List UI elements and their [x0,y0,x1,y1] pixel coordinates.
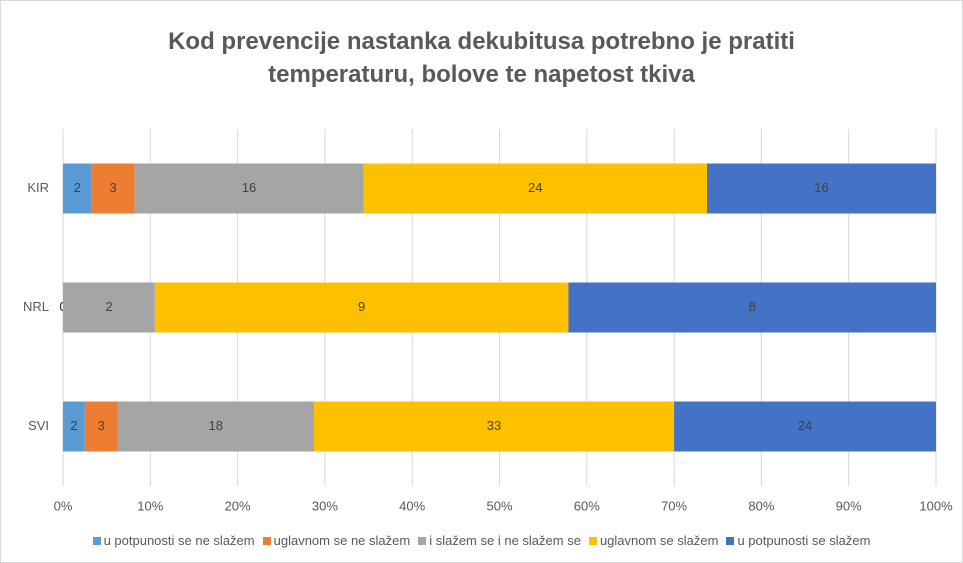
x-tick-label: 40% [399,498,425,513]
x-tick-label: 100% [919,498,953,513]
data-label: 3 [109,180,116,195]
legend-swatch [726,536,735,545]
legend-swatch [418,536,427,545]
x-tick-label: 10% [137,498,163,513]
data-label: 16 [814,180,828,195]
data-label: 18 [209,418,223,433]
legend-label: u potpunosti se slažem [737,533,871,548]
bar-segment [117,401,314,452]
bar-segment [154,282,569,333]
bar-segment [63,282,155,333]
legend-label: uglavnom se ne slažem [273,533,411,548]
x-tick-label: 30% [312,498,338,513]
bar-segment [674,401,936,452]
data-label: 2 [105,299,112,314]
data-label: 9 [358,299,365,314]
y-tick-label: KIR [27,180,49,195]
chart-title: Kod prevencije nastanka dekubitusa potre… [168,28,795,88]
legend-item: uglavnom se ne slažem [262,533,411,548]
data-label: 24 [798,418,812,433]
data-label: 2 [74,180,81,195]
data-label: 8 [749,299,756,314]
data-label: 33 [487,418,501,433]
legend-swatch [92,536,101,545]
bar-segment [313,401,675,452]
bar-segment [63,401,85,452]
x-tick-label: 20% [225,498,251,513]
bar-segment [63,163,92,214]
x-tick-label: 90% [836,498,862,513]
legend-item: u potpunosti se slažem [726,533,870,548]
legend-label: i slažem se i ne slažem se [429,533,581,548]
legend-item: u potpunosti se ne slažem [92,533,255,548]
bar-segment [134,163,364,214]
data-label: 3 [98,418,105,433]
bar-segment [568,282,936,333]
bar-segment [84,401,118,452]
data-label: 2 [70,418,77,433]
y-tick-label: NRL [23,299,49,314]
bar-segment [707,163,936,214]
x-tick-label: 80% [748,498,774,513]
legend: u potpunosti se ne slažem uglavnom se ne … [1,533,962,548]
bar-segment [91,163,135,214]
bar-segment [363,163,708,214]
legend-item: i slažem se i ne slažem se [418,533,581,548]
legend-item: uglavnom se slažem [588,533,719,548]
x-tick-label: 50% [486,498,512,513]
x-tick-label: 60% [574,498,600,513]
y-tick-label: SVI [28,418,49,433]
data-label: 24 [528,180,542,195]
legend-label: uglavnom se slažem [599,533,719,548]
x-tick-label: 0% [54,498,73,513]
legend-swatch [588,536,597,545]
legend-label: u potpunosti se ne slažem [103,533,255,548]
data-label: 16 [242,180,256,195]
x-tick-label: 70% [661,498,687,513]
legend-swatch [262,536,271,545]
